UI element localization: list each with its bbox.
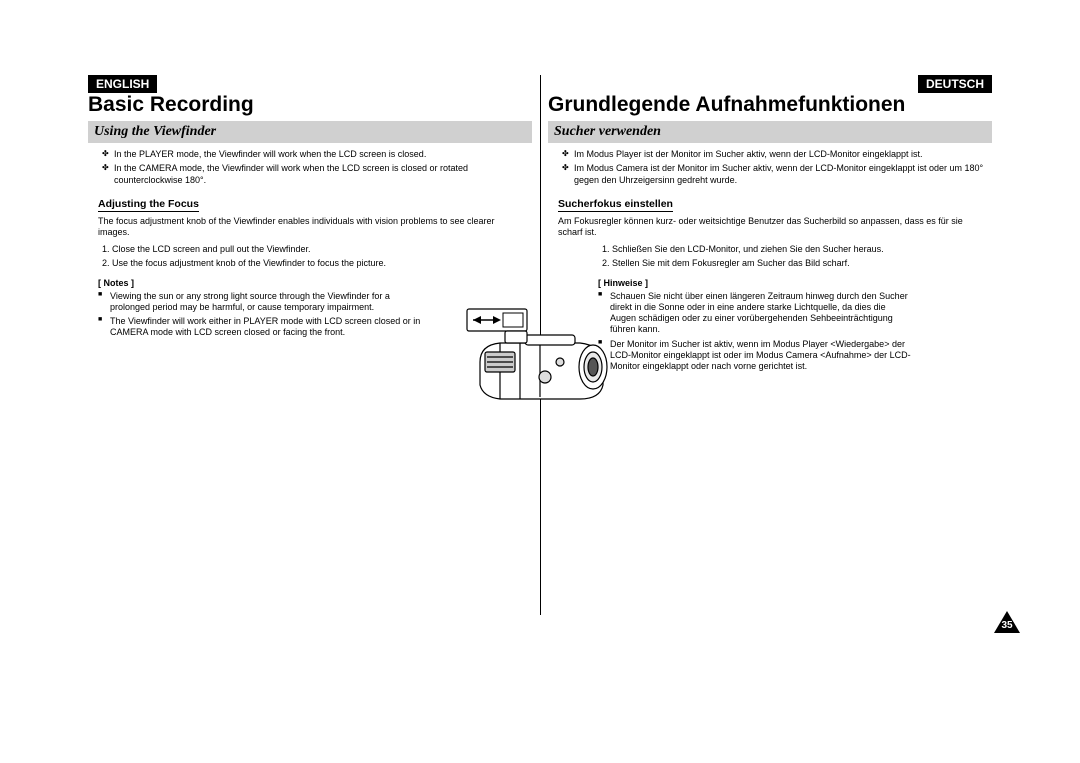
section-title-de: Sucher verwenden [548, 121, 992, 143]
step-item: Close the LCD screen and pull out the Vi… [112, 244, 432, 256]
note-item: Viewing the sun or any strong light sour… [98, 291, 422, 314]
section-title-en: Using the Viewfinder [88, 121, 532, 143]
notes-label-en: [ Notes ] [98, 278, 532, 288]
note-item: The Viewfinder will work either in PLAYE… [98, 316, 422, 339]
subhead-en: Adjusting the Focus [98, 198, 199, 212]
intro-item: Im Modus Camera ist der Monitor im Suche… [562, 163, 992, 186]
lang-badge-de: DEUTSCH [918, 75, 992, 93]
notes-list-de: Schauen Sie nicht über einen längeren Ze… [598, 291, 982, 373]
chapter-title-en: Basic Recording [88, 93, 532, 117]
steps-de: Schließen Sie den LCD-Monitor, und ziehe… [558, 244, 992, 269]
intro-list-en: In the PLAYER mode, the Viewfinder will … [102, 149, 532, 186]
notes-list-en: Viewing the sun or any strong light sour… [98, 291, 522, 339]
notes-label-de: [ Hinweise ] [598, 278, 992, 288]
step-item: Schließen Sie den LCD-Monitor, und ziehe… [612, 244, 952, 256]
steps-en: Close the LCD screen and pull out the Vi… [98, 244, 532, 269]
chapter-title-de: Grundlegende Aufnahmefunktionen [548, 93, 992, 117]
body-en: The focus adjustment knob of the Viewfin… [98, 216, 522, 239]
page-number: 35 [994, 620, 1020, 631]
intro-item: In the CAMERA mode, the Viewfinder will … [102, 163, 532, 186]
intro-item: In the PLAYER mode, the Viewfinder will … [102, 149, 532, 160]
intro-list-de: Im Modus Player ist der Monitor im Suche… [562, 149, 992, 186]
manual-page: ENGLISH Basic Recording Using the Viewfi… [80, 75, 1000, 695]
note-item: Schauen Sie nicht über einen längeren Ze… [598, 291, 912, 336]
viewfinder-illustration [465, 307, 615, 407]
step-item: Stellen Sie mit dem Fokusregler am Suche… [612, 258, 952, 270]
note-item: Der Monitor im Sucher ist aktiv, wenn im… [598, 339, 912, 373]
lang-badge-en: ENGLISH [88, 75, 157, 93]
step-item: Use the focus adjustment knob of the Vie… [112, 258, 432, 270]
subhead-de: Sucherfokus einstellen [558, 198, 673, 212]
body-de: Am Fokusregler können kurz- oder weitsic… [558, 216, 982, 239]
intro-item: Im Modus Player ist der Monitor im Suche… [562, 149, 992, 160]
